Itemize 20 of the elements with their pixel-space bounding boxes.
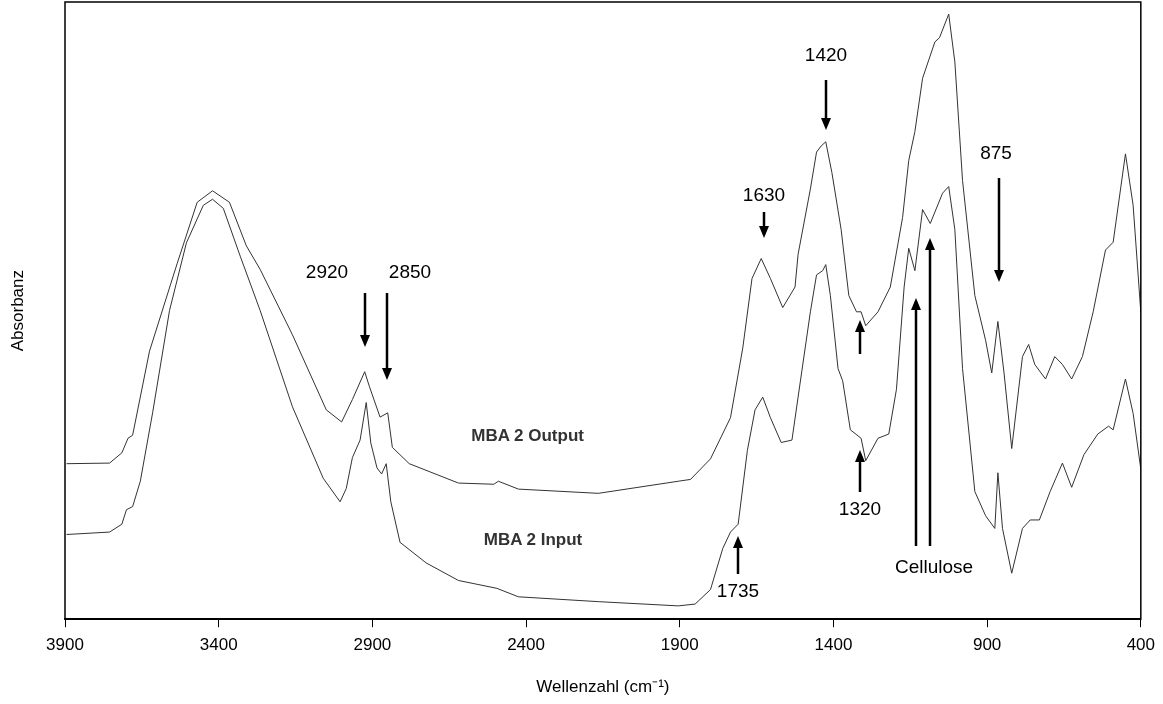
x-tick-label: 3900 bbox=[46, 635, 84, 655]
annotation: 2850 bbox=[388, 261, 432, 283]
annotation: 1320 bbox=[838, 498, 882, 520]
annotation: Cellulose bbox=[894, 556, 974, 578]
x-tick-label: 3400 bbox=[199, 635, 238, 655]
annotation: 2920 bbox=[305, 261, 349, 283]
x-axis-title: Wellenzahl (cm⁻¹) bbox=[536, 677, 670, 697]
x-tick-label: 1900 bbox=[660, 635, 699, 655]
x-tick-label: 2900 bbox=[353, 635, 392, 655]
x-tick-label: 400 bbox=[1126, 635, 1156, 655]
annotation: 875 bbox=[980, 142, 1012, 164]
y-axis-title: Absorbanz bbox=[7, 269, 27, 352]
x-tick-label: 900 bbox=[972, 635, 1002, 655]
text: MBA 2 Input bbox=[483, 529, 583, 549]
text: MBA 2 Output bbox=[471, 425, 585, 445]
x-tick-label: 2400 bbox=[507, 635, 545, 655]
annotation: 1735 bbox=[716, 580, 760, 602]
x-tick-label: 1400 bbox=[814, 635, 853, 655]
annotation: 1630 bbox=[742, 184, 786, 206]
annotation: 1420 bbox=[804, 44, 848, 66]
